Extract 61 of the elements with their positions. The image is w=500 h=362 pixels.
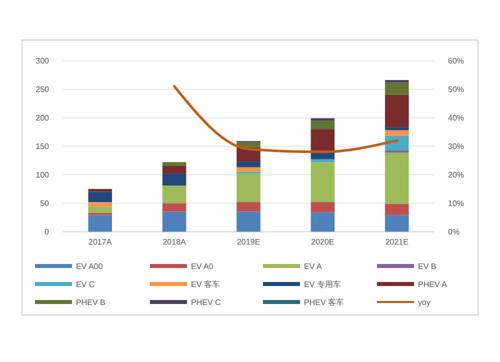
- bar: [236, 167, 260, 172]
- bar: [162, 212, 186, 232]
- bar: [236, 174, 260, 202]
- bar: [162, 162, 186, 166]
- legend-label: EV 专用车: [304, 280, 341, 289]
- x-tick-label: 2018A: [162, 237, 187, 246]
- legend-label: EV 客车: [191, 280, 220, 289]
- line-series: [173, 85, 398, 154]
- legend-label: EV B: [418, 262, 436, 271]
- bar: [385, 204, 409, 216]
- bar: [385, 152, 409, 204]
- legend-label: PHEV B: [76, 298, 106, 307]
- bar: [385, 130, 409, 136]
- x-tick-label: 2017A: [88, 237, 112, 246]
- legend-label: yoy: [418, 298, 430, 307]
- y-tick-label: 200: [36, 113, 50, 122]
- legend-label: EV A00: [76, 262, 104, 271]
- bar: [310, 162, 335, 202]
- bar: [236, 202, 260, 212]
- x-tick-label: 2021E: [385, 237, 408, 246]
- bar: [310, 212, 335, 232]
- bar: [310, 120, 335, 130]
- y-tick-label: 0: [44, 227, 50, 236]
- y2-tick-label: 30%: [448, 142, 464, 151]
- y2-tick-label: 0%: [448, 227, 460, 236]
- y-tick-label: 250: [36, 84, 50, 94]
- y-tick-label: 300: [36, 56, 50, 66]
- bar: [310, 129, 335, 151]
- bar: [162, 186, 186, 204]
- bar: [236, 212, 260, 232]
- bar: [385, 215, 409, 232]
- y2-tick-label: 20%: [448, 170, 464, 180]
- y2-tick-label: 40%: [448, 113, 464, 122]
- bar: [88, 192, 112, 202]
- bar: [88, 215, 112, 232]
- y2-tick-label: 10%: [448, 198, 464, 208]
- bar: [236, 142, 260, 148]
- legend-label: PHEV 客车: [304, 298, 344, 307]
- bar: [88, 188, 112, 192]
- legend-label: PHEV C: [191, 298, 222, 307]
- bar: [385, 94, 409, 128]
- bar: [385, 82, 409, 95]
- bar: [236, 162, 260, 168]
- x-tick-label: 2019E: [236, 237, 260, 246]
- y2-tick-label: 60%: [448, 56, 464, 66]
- bar: [162, 203, 186, 212]
- bar: [88, 202, 112, 207]
- legend-label: EV A0: [191, 262, 214, 271]
- y-tick-label: 100: [36, 170, 50, 180]
- legend-label: PHEV A: [418, 280, 448, 289]
- x-tick-label: 2020E: [311, 237, 334, 246]
- legend-label: EV C: [76, 280, 95, 289]
- y2-tick-label: 50%: [448, 84, 464, 94]
- y-tick-label: 150: [36, 142, 50, 151]
- y-tick-label: 50: [40, 198, 50, 208]
- bar: [162, 166, 186, 174]
- bar: [310, 202, 335, 212]
- bar: [88, 206, 112, 213]
- legend-label: EV A: [304, 262, 322, 271]
- bar: [162, 174, 186, 186]
- bar: [385, 136, 409, 150]
